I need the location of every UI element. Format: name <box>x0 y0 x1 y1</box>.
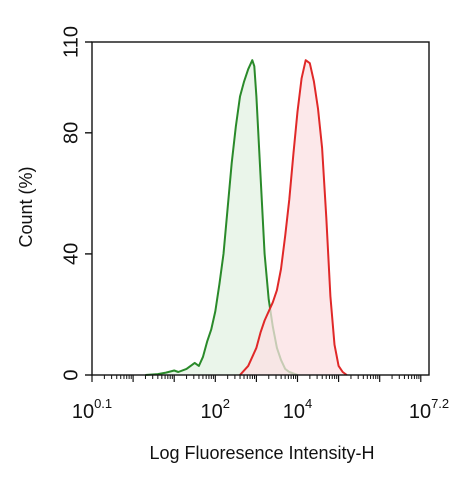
series-2-line <box>239 59 348 376</box>
x-tick-label: 107.2 <box>409 396 449 423</box>
plot-area <box>145 59 348 376</box>
y-tick-label: 80 <box>60 122 82 144</box>
plot-frame <box>91 41 430 376</box>
y-axis-title: Count (%) <box>16 166 36 247</box>
x-tick-label: 100.1 <box>72 396 112 423</box>
tick-labels: 0 40 80 110 100.1 102 104 107.2 <box>60 26 449 423</box>
y-tick-label: 110 <box>60 26 82 58</box>
series-1-fill <box>145 60 298 375</box>
x-tick-label: 104 <box>283 396 312 423</box>
series-2-fill <box>240 60 347 375</box>
x-axis-title: Log Fluoresence Intensity-H <box>149 443 374 463</box>
x-tick-label: 102 <box>201 396 230 423</box>
y-tick-label: 40 <box>60 243 82 265</box>
axes <box>85 41 430 382</box>
y-tick-label: 0 <box>60 369 82 380</box>
